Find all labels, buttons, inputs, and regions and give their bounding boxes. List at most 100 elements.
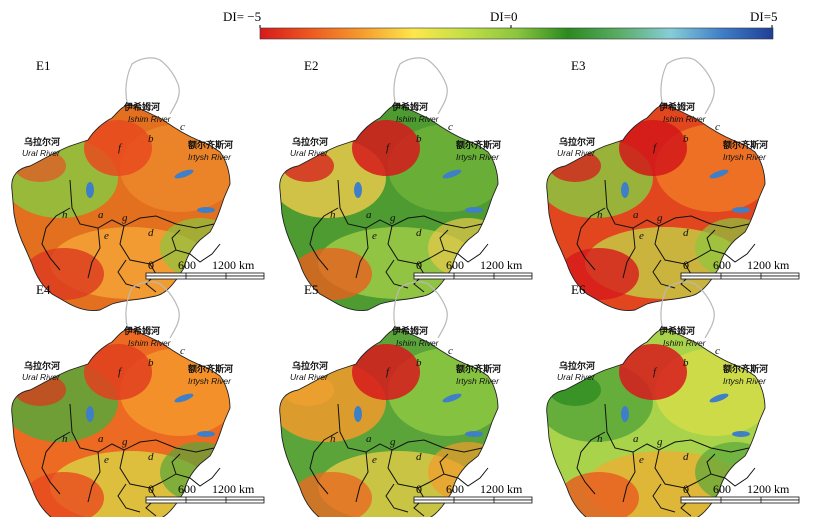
- region-letter-c: c: [448, 121, 453, 133]
- river-label-ishim-cn: 伊希姆河: [658, 101, 695, 112]
- country-border: [696, 243, 756, 263]
- region-letter-a: a: [633, 433, 639, 445]
- river-label-ural-cn: 乌拉尔河: [559, 136, 595, 147]
- country-border: [87, 227, 101, 279]
- river-label-irtysh-cn: 额尔齐斯河: [188, 363, 233, 374]
- country-border: [385, 483, 409, 513]
- country-border: [696, 467, 756, 487]
- di-field: [11, 328, 231, 517]
- region-outline: [11, 327, 231, 517]
- scale-label-1: 600: [446, 258, 464, 272]
- scale-label-2: 1200 km: [480, 258, 523, 272]
- scale-bar: 0 600 1200 km: [680, 482, 800, 504]
- river-label-ural-cn: 乌拉尔河: [24, 360, 60, 371]
- region-letter-b: b: [683, 133, 689, 145]
- river-label-irtysh-cn: 额尔齐斯河: [456, 139, 501, 150]
- region-letter-h: h: [62, 433, 68, 445]
- region-letter-d: d: [683, 227, 689, 239]
- scale-label-2: 1200 km: [747, 482, 790, 496]
- region-letter-e: e: [639, 230, 644, 242]
- country-border: [706, 229, 716, 251]
- country-border: [355, 451, 369, 503]
- scale-label-2: 1200 km: [480, 482, 523, 496]
- river-label-ishim-cn: 伊希姆河: [123, 101, 160, 112]
- country-border: [171, 229, 181, 251]
- country-border: [439, 229, 449, 251]
- region-letter-h: h: [62, 209, 68, 221]
- river-label-irtysh-en: Irtysh River: [188, 376, 232, 386]
- country-border: [387, 449, 431, 489]
- country-border: [41, 431, 71, 495]
- scale-label-1: 600: [178, 258, 196, 272]
- scale-bar: 0 600 1200 km: [145, 258, 265, 280]
- country-border: [622, 451, 636, 503]
- country-border: [309, 207, 339, 271]
- scale-label-2: 1200 km: [212, 482, 255, 496]
- scale-bar: 0 600 1200 km: [413, 258, 533, 280]
- colorbar-mid-label: DI=0: [490, 9, 518, 24]
- colorbar-ramp: [259, 27, 774, 40]
- country-border: [119, 225, 163, 265]
- region-letter-a: a: [366, 433, 372, 445]
- region-letter-g: g: [657, 212, 663, 224]
- country-border: [439, 453, 449, 475]
- panel-title: E5: [304, 282, 318, 297]
- river-label-ural-cn: 乌拉尔河: [24, 136, 60, 147]
- region-letter-g: g: [390, 436, 396, 448]
- region-letter-e: e: [639, 454, 644, 466]
- country-border: [652, 483, 676, 513]
- region-letter-f: f: [653, 142, 658, 154]
- context-outline: [393, 57, 448, 115]
- region-letter-h: h: [330, 433, 336, 445]
- region-letter-e: e: [104, 454, 109, 466]
- country-border: [387, 225, 431, 265]
- region-letter-d: d: [148, 227, 154, 239]
- river-label-irtysh-cn: 额尔齐斯河: [723, 363, 768, 374]
- region-letter-c: c: [448, 345, 453, 357]
- river-label-ishim-en: Ishim River: [396, 114, 440, 124]
- context-outline: [125, 57, 180, 115]
- scale-label-0: 0: [683, 258, 689, 272]
- river-label-irtysh-en: Irtysh River: [188, 152, 232, 162]
- river-label-ural-en: Ural River: [557, 148, 596, 158]
- scale-bar: 0 600 1200 km: [680, 258, 800, 280]
- country-border: [41, 207, 71, 271]
- region-letter-c: c: [180, 345, 185, 357]
- country-border: [385, 259, 409, 289]
- region-letter-d: d: [683, 451, 689, 463]
- di-field: [546, 328, 766, 517]
- region-outline: [546, 103, 766, 311]
- region-letter-a: a: [98, 433, 104, 445]
- colorbar: DI= −5 DI=0 DI=5: [223, 9, 778, 40]
- country-border: [117, 483, 141, 513]
- context-outline: [125, 281, 180, 339]
- country-border: [654, 449, 698, 489]
- river-label-ishim-en: Ishim River: [396, 338, 440, 348]
- scale-bar: 0 600 1200 km: [413, 482, 533, 504]
- river-label-ural-en: Ural River: [557, 372, 596, 382]
- country-border: [87, 451, 101, 503]
- panel-title: E6: [571, 282, 586, 297]
- context-outline: [660, 281, 715, 339]
- river-label-irtysh-en: Irtysh River: [723, 376, 767, 386]
- region-outline: [279, 327, 499, 517]
- river-label-ural-en: Ural River: [290, 148, 329, 158]
- river-label-ishim-cn: 伊希姆河: [391, 101, 428, 112]
- region-letter-h: h: [597, 433, 603, 445]
- region-letter-b: b: [148, 357, 154, 369]
- scale-label-0: 0: [416, 258, 422, 272]
- country-border: [654, 225, 698, 265]
- scale-label-1: 600: [713, 258, 731, 272]
- scale-bar: 0 600 1200 km: [145, 482, 265, 504]
- region-letter-e: e: [372, 230, 377, 242]
- region-letter-f: f: [386, 366, 391, 378]
- region-letter-h: h: [597, 209, 603, 221]
- country-border: [309, 431, 339, 495]
- region-letter-d: d: [416, 451, 422, 463]
- scale-label-2: 1200 km: [212, 258, 255, 272]
- river-label-ishim-en: Ishim River: [663, 114, 707, 124]
- scale-label-0: 0: [683, 482, 689, 496]
